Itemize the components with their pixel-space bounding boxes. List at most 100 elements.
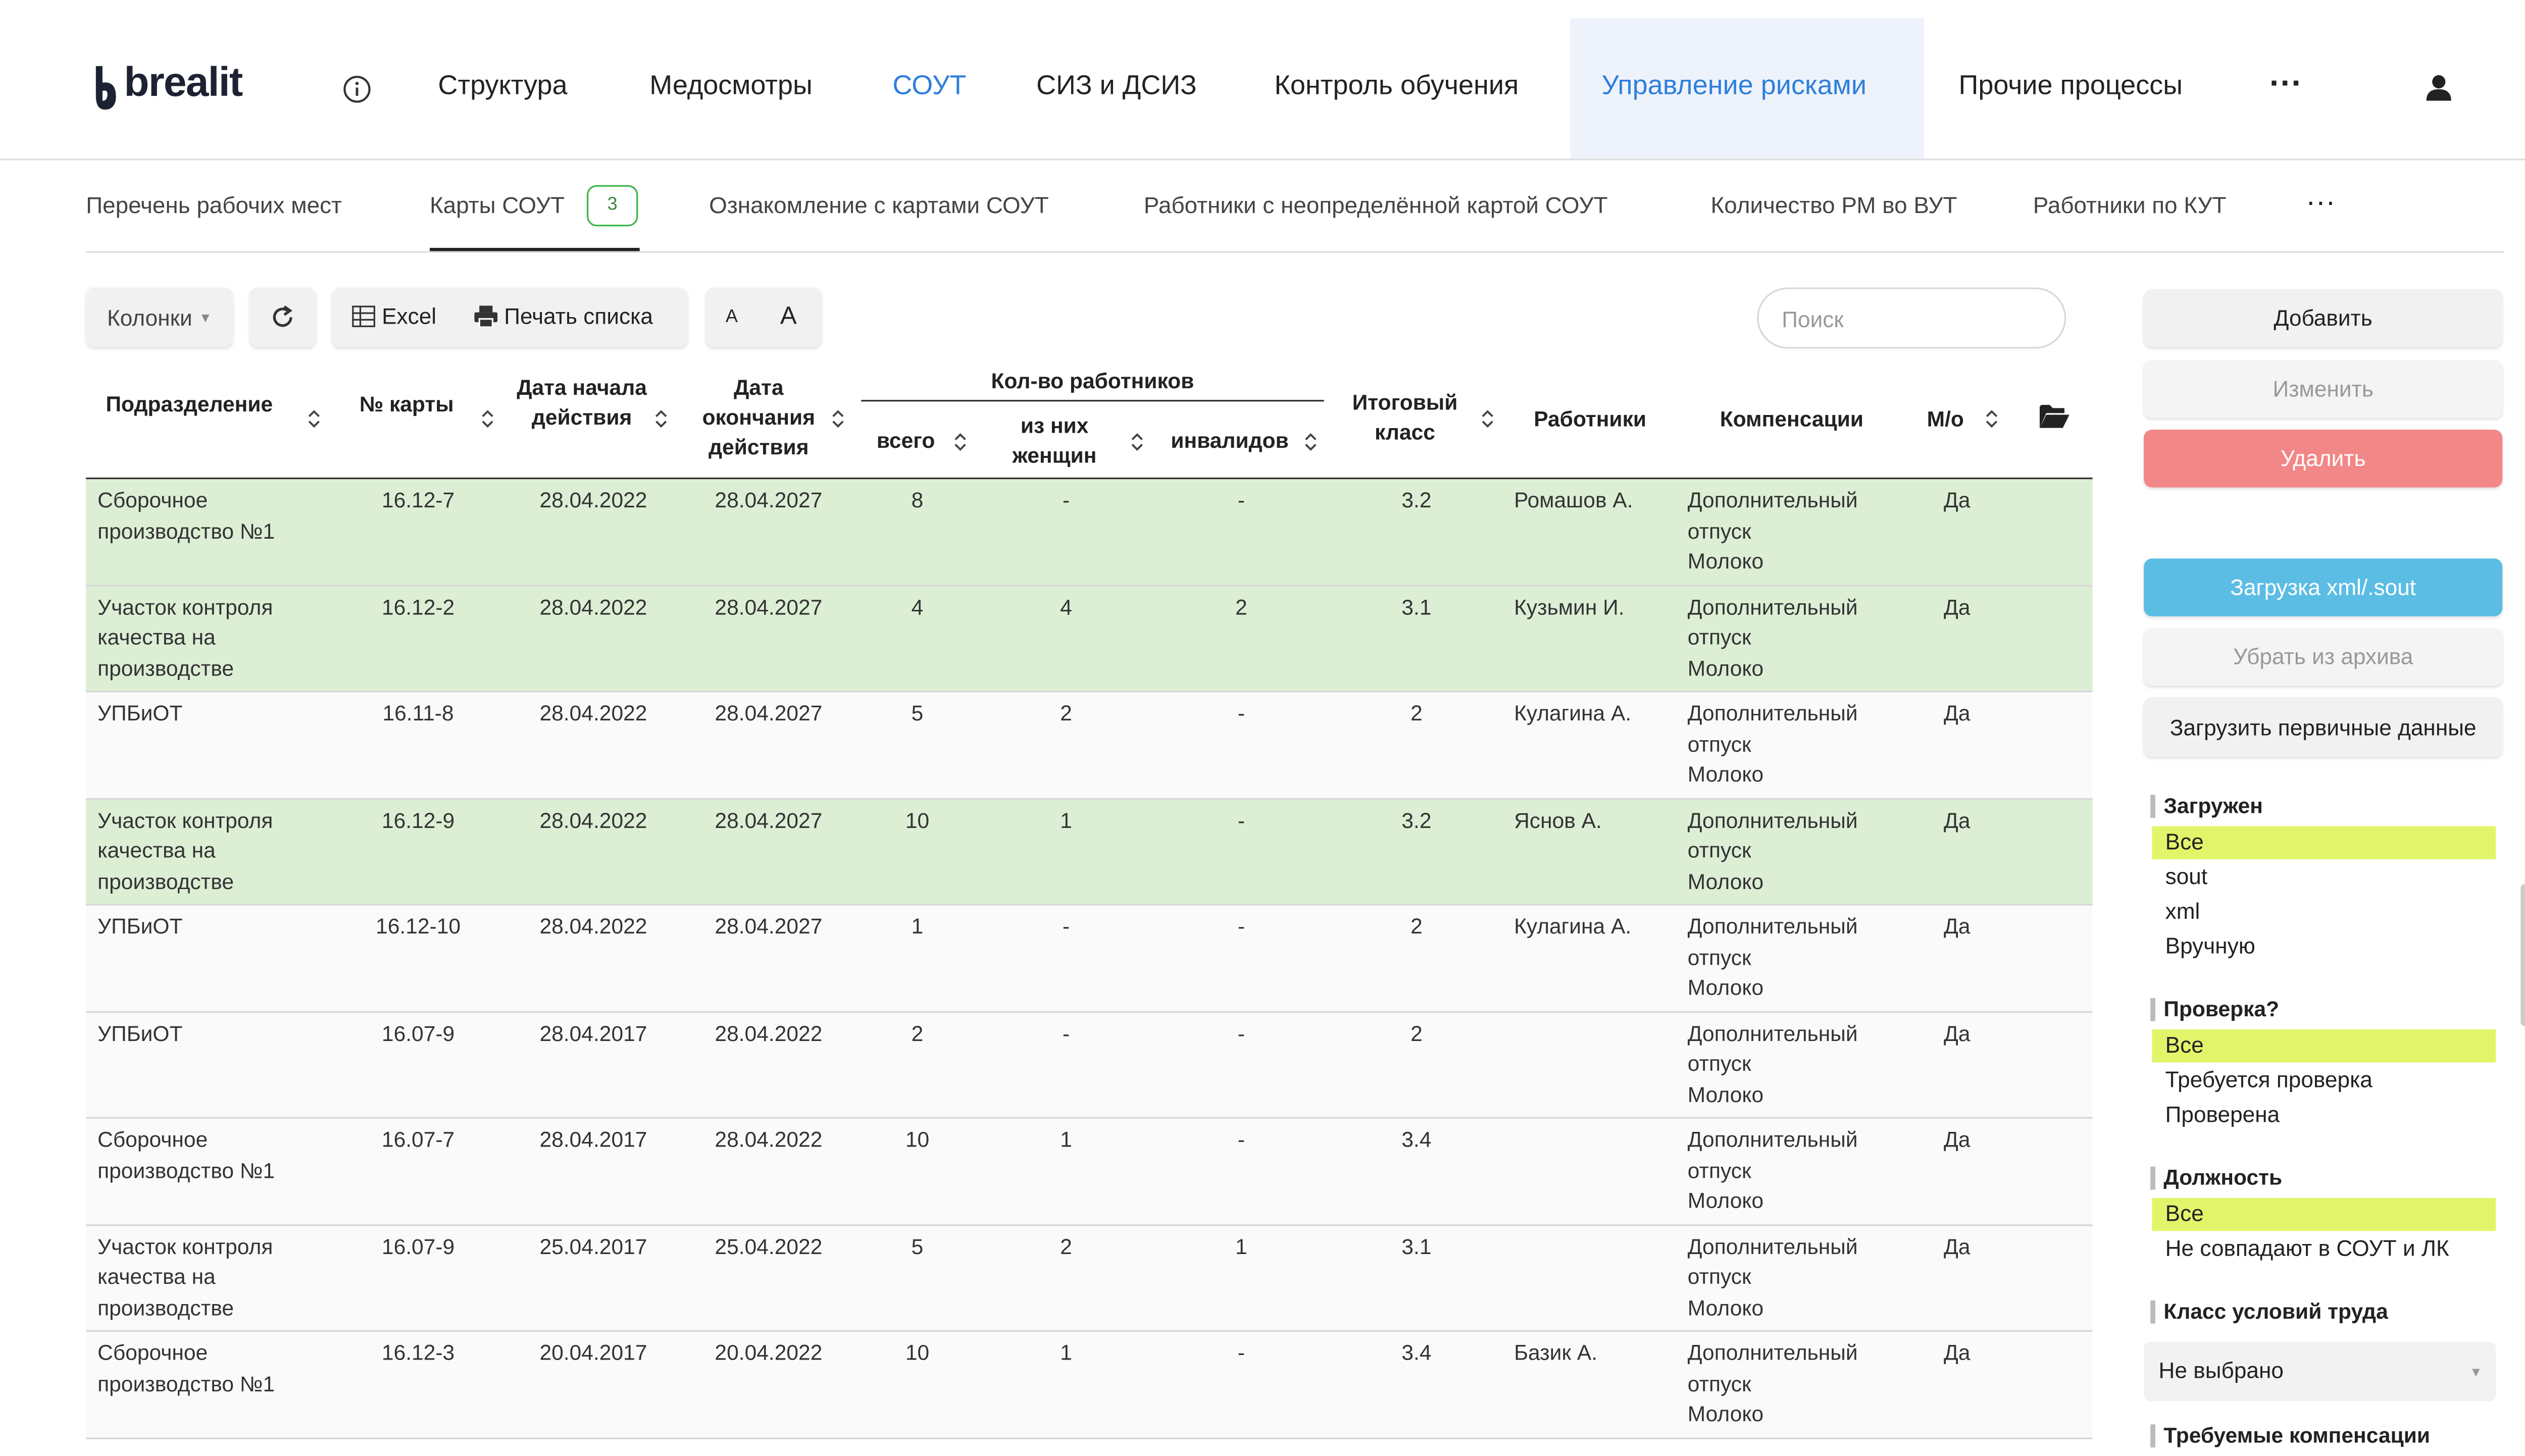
info-icon[interactable]	[342, 74, 372, 104]
column-header[interactable]: из них женщин	[1012, 413, 1097, 468]
sort-icon[interactable]	[308, 410, 321, 428]
cell: 2	[1235, 594, 1247, 619]
nav-item[interactable]: СИЗ и ДСИЗ	[1036, 71, 1197, 101]
table-row[interactable]	[86, 479, 2093, 586]
cell: -	[1237, 487, 1245, 512]
sort-icon[interactable]	[481, 410, 494, 428]
sort-icon[interactable]	[1304, 433, 1317, 451]
table-row[interactable]	[86, 692, 2093, 799]
sidebar-button[interactable]: Добавить	[2144, 289, 2503, 347]
tabs-more[interactable]: ···	[2305, 185, 2336, 219]
filter-option[interactable]: Все	[2165, 829, 2204, 855]
column-header[interactable]: Кол-во работников	[991, 368, 1194, 393]
sort-icon[interactable]	[1985, 410, 1998, 428]
column-header[interactable]: всего	[876, 428, 935, 453]
nav-more[interactable]: ···	[2269, 66, 2303, 102]
table-row[interactable]	[86, 586, 2093, 693]
sort-icon[interactable]	[954, 433, 967, 451]
filter-option[interactable]: Вручную	[2165, 933, 2255, 959]
cell: УПБиОТ	[97, 1020, 183, 1046]
font-large[interactable]: A	[780, 302, 797, 331]
filter-option[interactable]: Все	[2165, 1201, 2204, 1226]
cell: Да	[1944, 913, 1971, 939]
column-header[interactable]: Работники	[1534, 406, 1647, 432]
filter-selected-bg	[2152, 826, 2496, 859]
excel-button[interactable]: Excel	[382, 304, 437, 329]
scrollbar[interactable]	[2520, 884, 2525, 1026]
cell: Да	[1944, 1233, 1971, 1259]
search-input[interactable]: Поиск	[1757, 287, 2066, 349]
cell: 16.07-7	[381, 1127, 455, 1152]
cell: 16.11-8	[382, 700, 454, 725]
nav-item[interactable]: Прочие процессы	[1958, 71, 2183, 101]
tab[interactable]: Ознакомление с картами СОУТ	[709, 191, 1049, 219]
print-button[interactable]: Печать списка	[504, 304, 653, 329]
column-header[interactable]: Итоговый класс	[1352, 390, 1458, 445]
filter-option[interactable]: Требуется проверка	[2165, 1067, 2372, 1093]
filter-option[interactable]: Проверена	[2165, 1102, 2280, 1127]
column-header[interactable]: Компенсации	[1720, 406, 1864, 432]
cell: 28.04.2017	[539, 1020, 647, 1046]
tab[interactable]: Карты СОУТ	[429, 191, 565, 219]
tab[interactable]: Перечень рабочих мест	[86, 191, 342, 219]
cell: 28.04.2022	[539, 594, 647, 619]
column-header[interactable]: № карты	[359, 391, 454, 417]
cell: 28.04.2027	[715, 807, 823, 832]
table-row[interactable]	[86, 1012, 2093, 1119]
tab[interactable]: Количество РМ во ВУТ	[1710, 191, 1957, 219]
filter-option[interactable]: Все	[2165, 1032, 2204, 1058]
nav-item[interactable]: Управление рисками	[1601, 71, 1867, 101]
column-header[interactable]: М/о	[1927, 406, 1964, 432]
sort-icon[interactable]	[831, 410, 844, 428]
filter-option[interactable]: Не совпадают в СОУТ и ЛК	[2165, 1236, 2449, 1261]
font-small[interactable]: A	[725, 307, 738, 328]
filter-select[interactable]: Не выбрано	[2144, 1341, 2496, 1401]
sidebar-button[interactable]: Загрузить первичные данные	[2144, 697, 2503, 757]
folder-icon[interactable]	[2039, 404, 2069, 428]
cell: 1	[1060, 1340, 1072, 1365]
nav-item[interactable]: Структура	[438, 71, 568, 101]
column-header[interactable]: Подразделение	[106, 391, 273, 417]
column-header[interactable]: Дата окончания действия	[702, 375, 816, 459]
table-row[interactable]	[86, 1225, 2093, 1332]
cell: Молоко	[1687, 1081, 1764, 1107]
cell: 28.04.2022	[539, 913, 647, 939]
cell: Дополнительный отпуск	[1687, 1340, 1858, 1396]
tab[interactable]: Работники по КУТ	[2033, 191, 2227, 219]
nav-item[interactable]: Медосмотры	[649, 71, 813, 101]
logo[interactable]: brealit	[124, 59, 243, 106]
filter-option[interactable]: xml	[2165, 899, 2200, 924]
sort-icon[interactable]	[1481, 410, 1494, 428]
column-header[interactable]: Дата начала действия	[517, 375, 647, 430]
sidebar-button[interactable]: Загрузка xml/.sout	[2144, 558, 2503, 616]
nav-item[interactable]: СОУТ	[892, 71, 967, 101]
cell: -	[1062, 913, 1070, 939]
cell: Базик А.	[1514, 1340, 1598, 1365]
sidebar-button[interactable]: Удалить	[2144, 429, 2503, 488]
print-icon	[474, 305, 498, 328]
column-header[interactable]: инвалидов	[1171, 428, 1289, 453]
filter-selected-bg	[2152, 1198, 2496, 1231]
table-row[interactable]	[86, 1332, 2093, 1439]
cell: 2	[1410, 1020, 1423, 1046]
cell: 28.04.2022	[539, 700, 647, 725]
cell: Молоко	[1687, 868, 1764, 894]
cell: 4	[1060, 594, 1072, 619]
sort-icon[interactable]	[1131, 433, 1144, 451]
user-icon[interactable]	[2425, 74, 2453, 101]
sort-icon[interactable]	[654, 410, 668, 428]
refresh-button[interactable]	[249, 287, 316, 347]
table-row[interactable]	[86, 1118, 2093, 1225]
tab[interactable]: Работники с неопределённой картой СОУТ	[1143, 191, 1608, 219]
cell: Дополнительный отпуск	[1687, 913, 1858, 969]
columns-button[interactable]: Колонки ▼	[86, 287, 233, 347]
columns-label: Колонки	[107, 304, 192, 330]
cell: Дополнительный отпуск	[1687, 1020, 1858, 1076]
cell: Молоко	[1687, 548, 1764, 574]
cell: УПБиОТ	[97, 913, 183, 939]
table-row[interactable]	[86, 905, 2093, 1012]
nav-item[interactable]: Контроль обучения	[1274, 71, 1519, 101]
filter-option[interactable]: sout	[2165, 864, 2208, 889]
table-row[interactable]	[86, 799, 2093, 906]
cell: 20.04.2022	[715, 1340, 823, 1365]
